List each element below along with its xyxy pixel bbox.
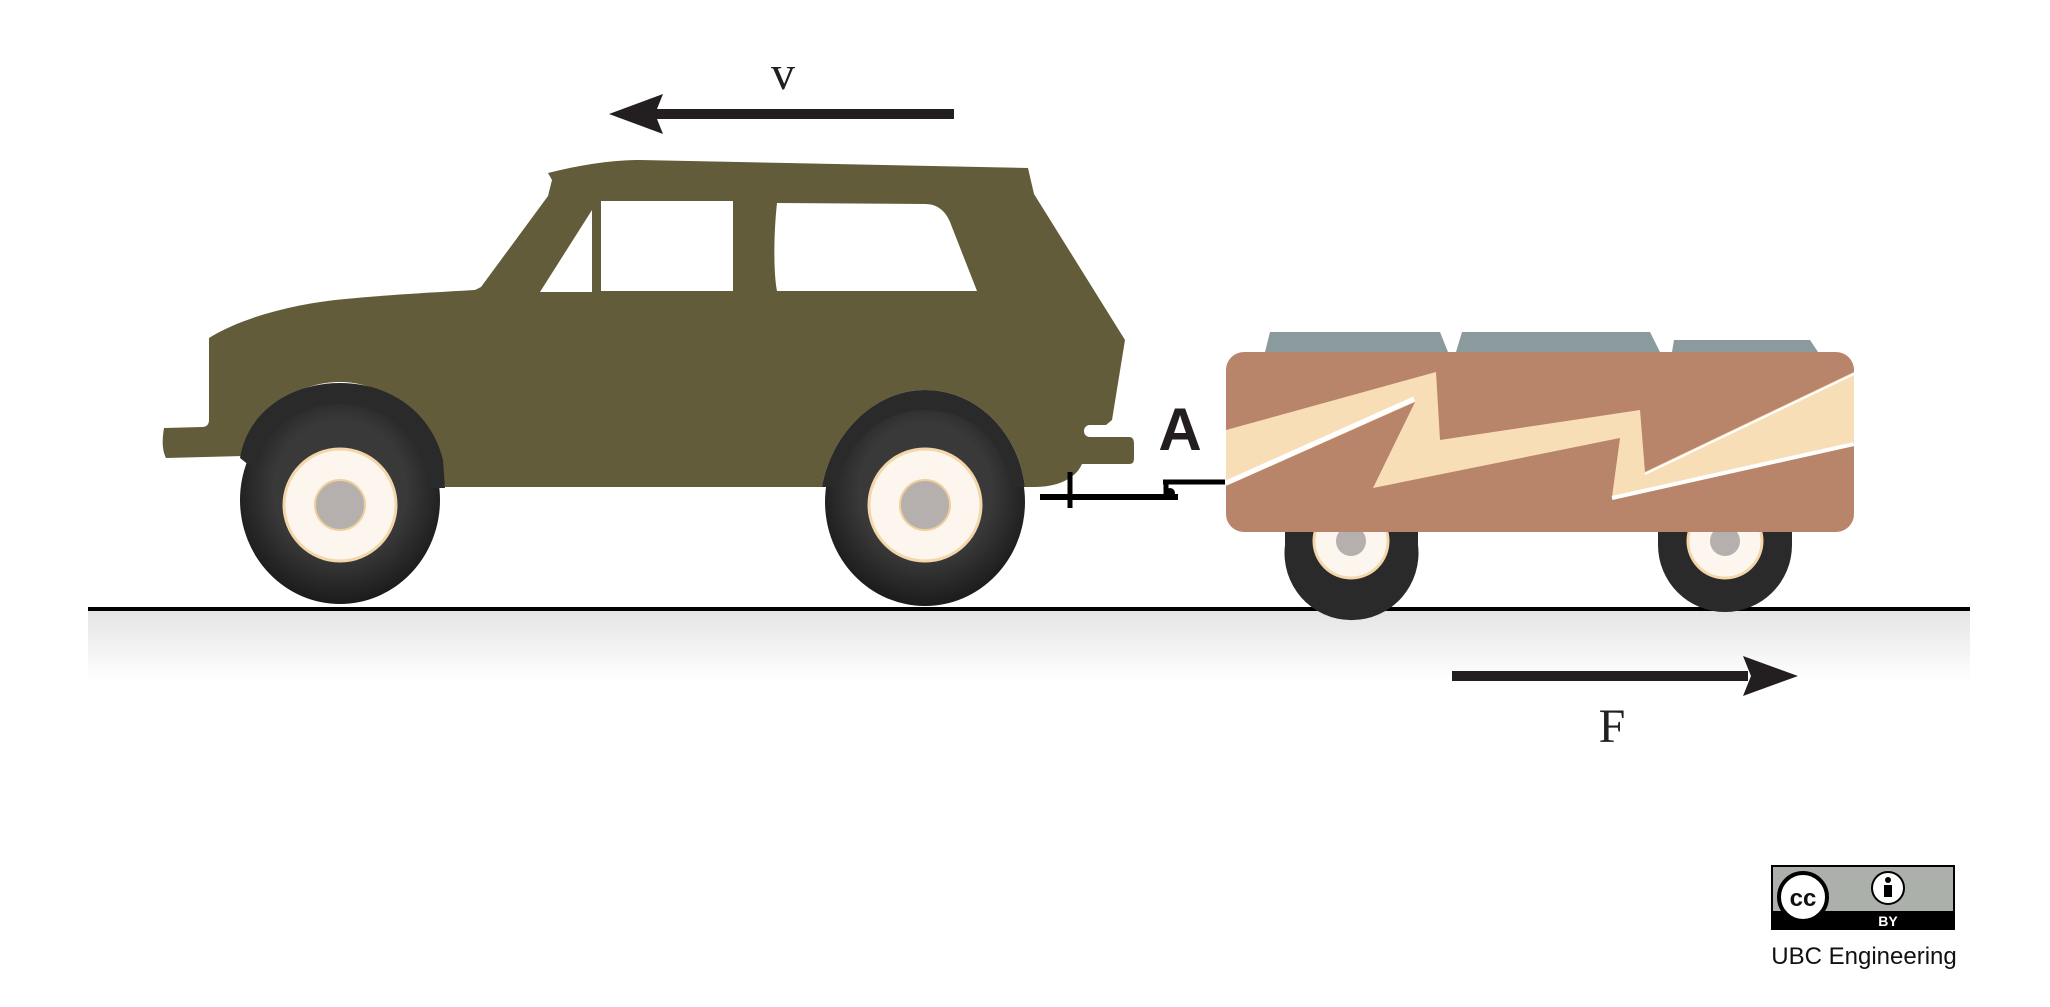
car-front-wheel <box>825 398 1025 606</box>
hitch-point-label: A <box>1158 396 1201 463</box>
trailer-cargo-3 <box>1672 340 1818 352</box>
ground-shadow <box>88 609 1970 681</box>
cc-icon: cc <box>1777 871 1829 923</box>
car-front-fender <box>822 390 1025 487</box>
by-label: BY <box>1878 913 1898 929</box>
force-arrow <box>1452 656 1798 696</box>
velocity-arrow <box>609 94 954 134</box>
trailer-cargo-1 <box>1265 332 1448 352</box>
car-middle-window <box>601 201 733 291</box>
car-windshield <box>540 210 592 292</box>
trailer <box>1224 332 1855 621</box>
car-rear-window <box>774 203 977 291</box>
trailer-stripe <box>1226 372 1854 497</box>
credit-text: UBC Engineering <box>1771 943 1956 970</box>
trailer-cargo-2 <box>1456 332 1660 352</box>
cc-by-badge: cc BY <box>1771 865 1955 930</box>
velocity-label: v <box>771 47 795 100</box>
svg-text:cc: cc <box>1790 885 1817 912</box>
car <box>162 160 1135 606</box>
hitch <box>1040 472 1225 508</box>
ground <box>88 607 1970 681</box>
car-rear-wheel <box>240 396 440 604</box>
force-label: F <box>1599 700 1626 753</box>
car-rear-fender <box>240 383 445 488</box>
person-icon <box>1871 871 1905 905</box>
